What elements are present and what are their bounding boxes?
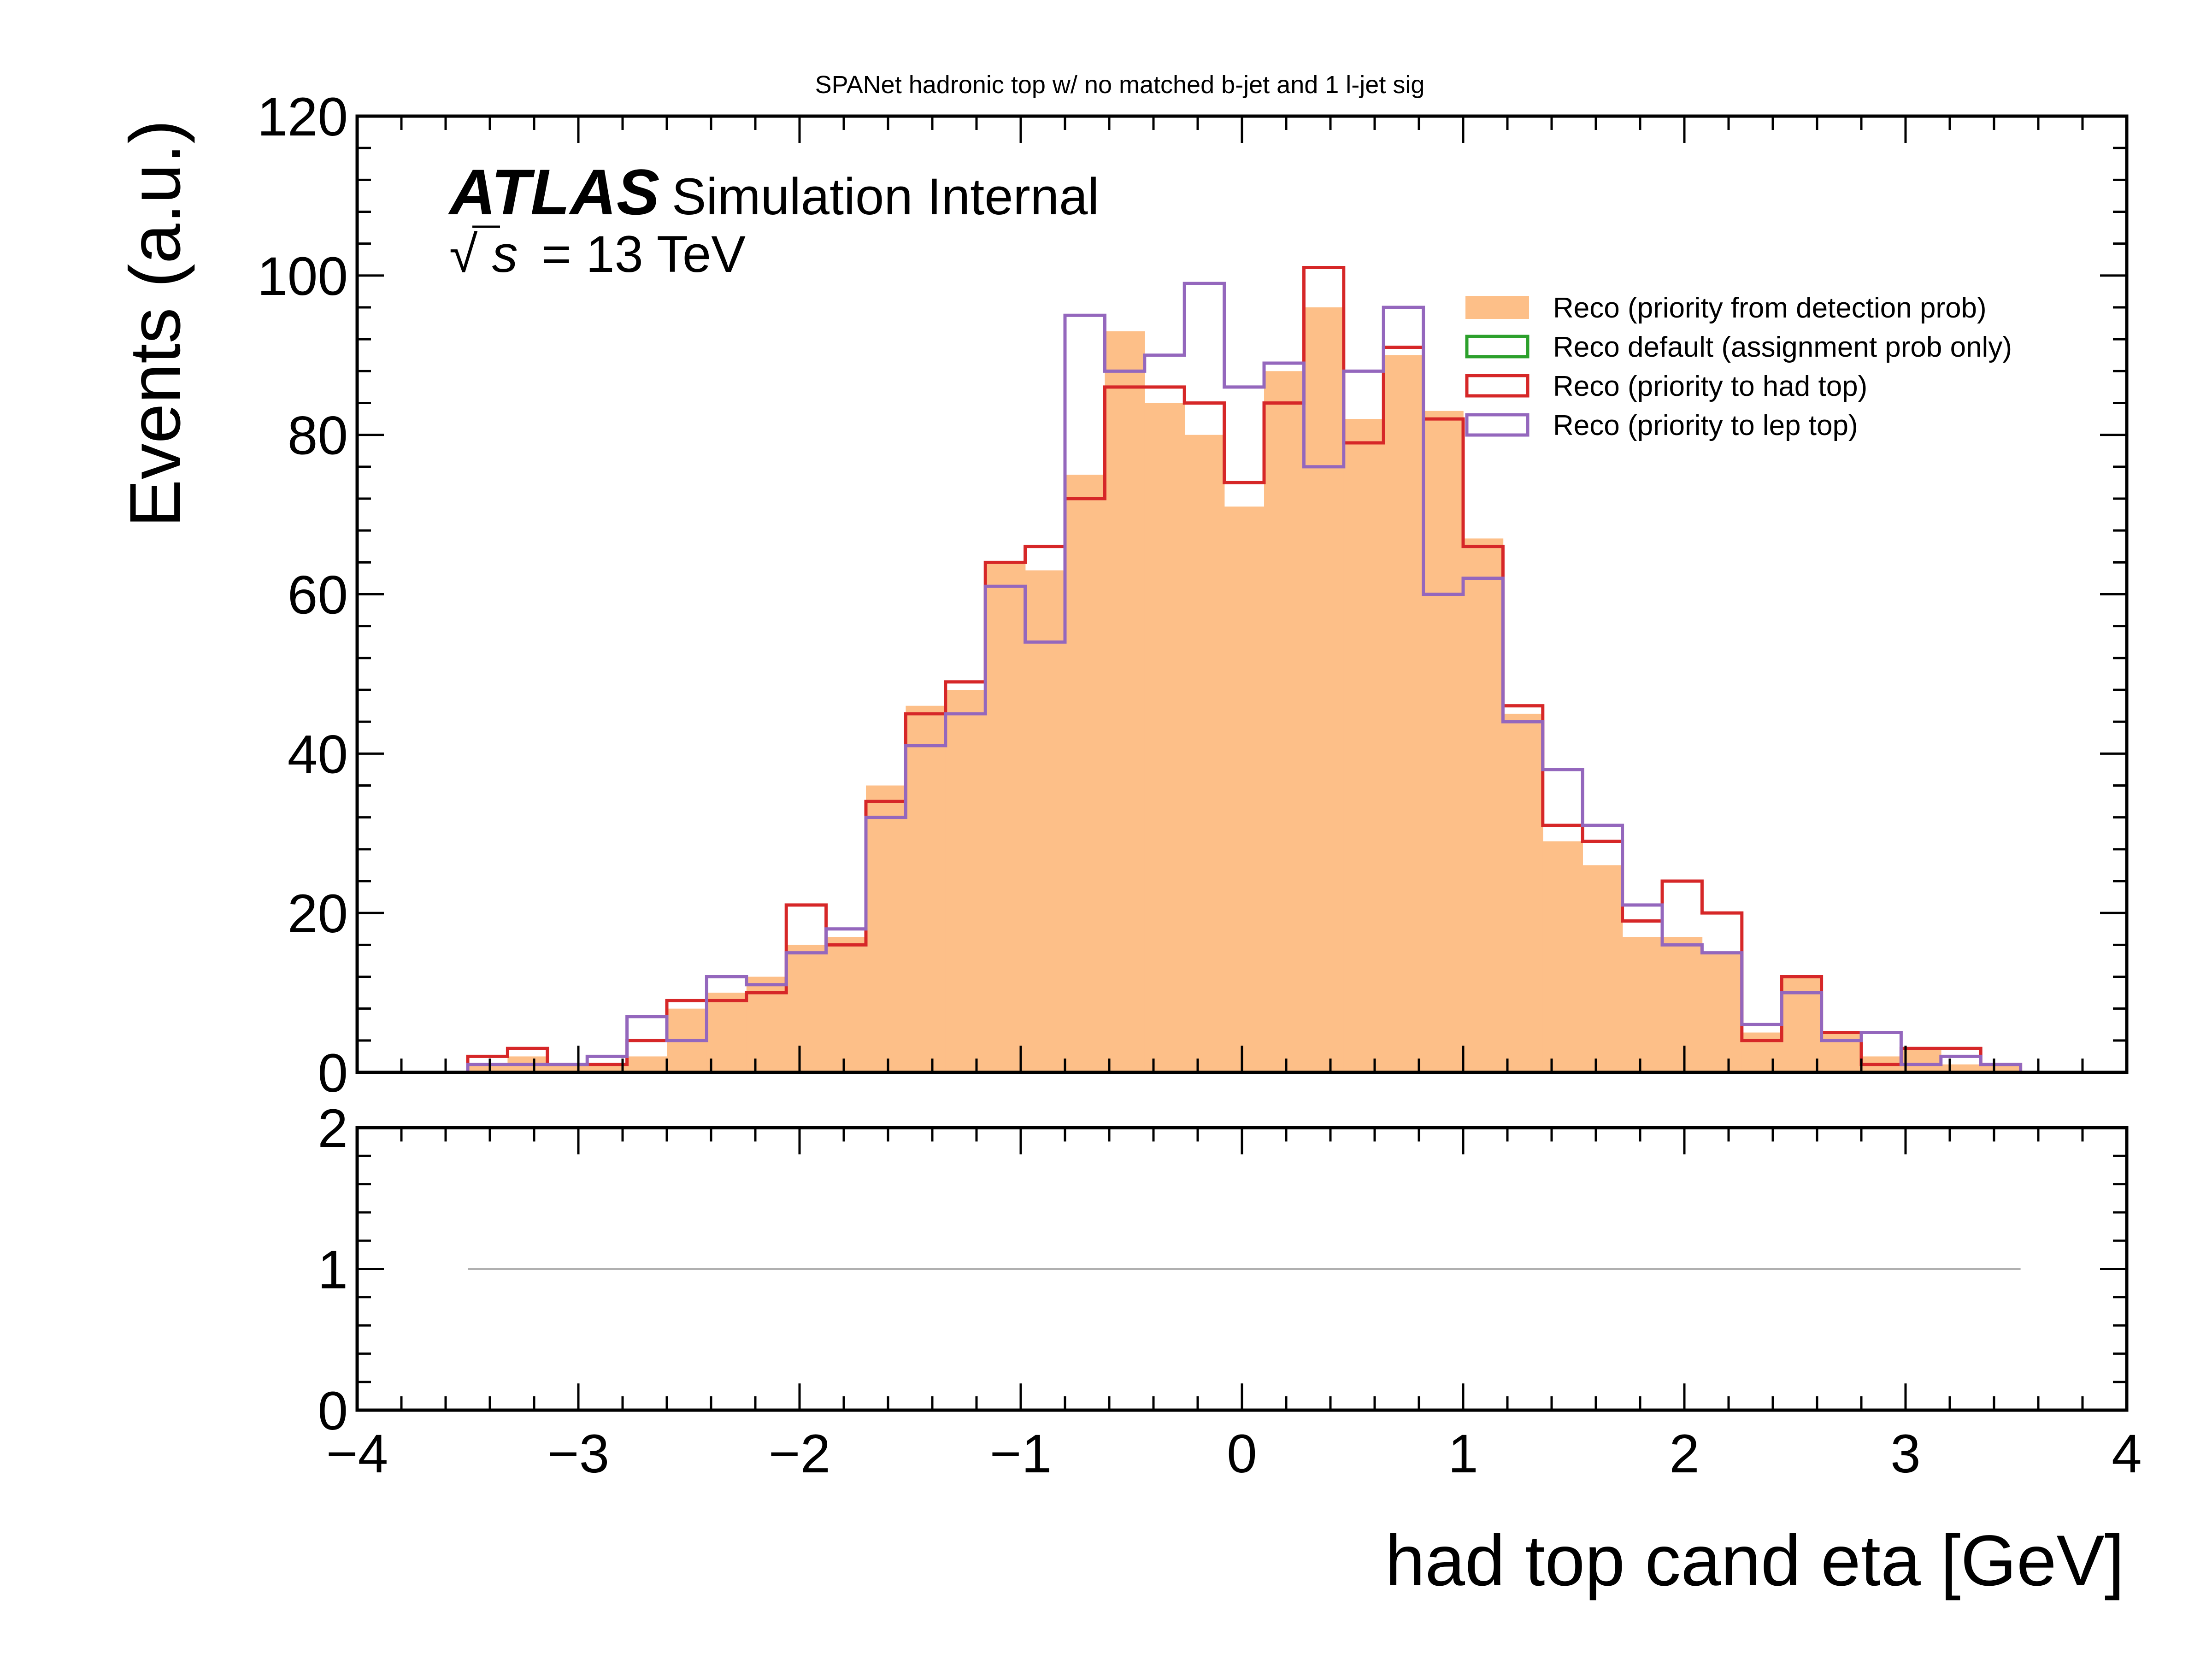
x-tick-label: −2 [769, 1424, 831, 1484]
legend-swatch [1465, 374, 1530, 398]
hist-bar [1383, 355, 1424, 1072]
legend-swatch [1465, 335, 1530, 359]
x-tick-label: 4 [2112, 1424, 2142, 1484]
ratio-y-tick-label: 1 [318, 1240, 348, 1300]
legend-label: Reco (priority from detection prob) [1553, 292, 1987, 324]
energy-value: = 13 TeV [541, 225, 746, 283]
hist-bar [1264, 371, 1305, 1073]
hist-bar [1901, 1048, 1941, 1072]
x-tick-label: 2 [1669, 1424, 1700, 1484]
ratio-y-tick-labels: 0 1 2 [318, 1098, 348, 1441]
hist-bar [1184, 435, 1225, 1072]
x-axis-title: had top cand eta [GeV] [1385, 1521, 2124, 1601]
hist-bar [1025, 570, 1065, 1072]
hist-bar [1981, 1064, 2021, 1072]
ratio-y-tick-label: 0 [318, 1381, 348, 1441]
chart-title: SPANet hadronic top w/ no matched b-jet … [815, 71, 1425, 99]
hist-bar [1583, 865, 1623, 1072]
legend-label: Reco default (assignment prob only) [1553, 331, 2012, 363]
hist-bar [1304, 307, 1344, 1072]
ratio-y-tick-label: 2 [318, 1098, 348, 1159]
hist-bar [1423, 411, 1464, 1072]
y-tick-label: 100 [257, 246, 348, 307]
legend: Reco (priority from detection prob) Reco … [1465, 292, 2012, 441]
hist-bar [985, 562, 1026, 1072]
hist-bar [1542, 841, 1583, 1072]
legend-swatch [1465, 413, 1530, 437]
hist-bar [1065, 475, 1106, 1072]
y-tick-label: 60 [288, 565, 348, 626]
main-plot-frame [355, 114, 2129, 1074]
hist-bar [866, 785, 906, 1072]
hist-bar [1702, 953, 1742, 1072]
y-axis-title: Events (a.u.) [115, 120, 195, 527]
ratio-plot-frame [355, 1126, 2129, 1412]
hist-bar [1224, 506, 1265, 1072]
hist-bar [468, 1064, 508, 1072]
hist-bar [1463, 538, 1504, 1072]
hist-bar [706, 993, 747, 1072]
x-tick-label: −3 [547, 1424, 610, 1484]
energy-label: √ s = 13 TeV [449, 225, 746, 283]
x-tick-label: 3 [1890, 1424, 1921, 1484]
y-tick-label: 80 [288, 406, 348, 466]
hist-bar [1821, 1032, 1862, 1072]
y-tick-label: 0 [318, 1043, 348, 1104]
x-tick-label: 0 [1227, 1424, 1257, 1484]
ratio-panel: 0 1 2 [318, 1098, 2129, 1441]
y-tick-label: 120 [257, 87, 348, 147]
hist-bar [1941, 1064, 1981, 1072]
x-tick-label: 1 [1448, 1424, 1478, 1484]
main-y-tick-labels: 0 20 40 60 80 100 120 [257, 87, 348, 1104]
hist-bar [1622, 937, 1663, 1072]
hist-bar [1662, 937, 1703, 1072]
legend-swatch [1465, 296, 1529, 319]
hist-bar [627, 1056, 667, 1072]
x-tick-label: −1 [990, 1424, 1052, 1484]
hist-bar [1503, 713, 1543, 1072]
series-line-2 [466, 266, 2023, 1072]
hist-bar [826, 937, 866, 1072]
hist-bar [945, 690, 986, 1072]
atlas-simulation-text: Simulation Internal [672, 168, 1100, 225]
energy-symbol: s [492, 225, 518, 283]
hist-bar [786, 945, 827, 1072]
hist-bar [906, 706, 946, 1072]
main-panel: 0 20 40 60 80 100 120 [257, 87, 2129, 1104]
x-tick-labels: −4 −3 −2 −1 0 1 2 3 4 [326, 1424, 2142, 1484]
atlas-label: ATLAS Simulation Internal √ s = 13 TeV [448, 156, 1099, 283]
hist-bar [1105, 331, 1145, 1072]
legend-label: Reco (priority to lep top) [1553, 410, 1858, 441]
y-tick-label: 40 [288, 724, 348, 785]
sqrt-symbol: √ [449, 225, 478, 283]
legend-label: Reco (priority to had top) [1553, 371, 1867, 402]
histogram-marks [466, 266, 2023, 1073]
y-tick-label: 20 [288, 883, 348, 944]
hist-bar [587, 1064, 628, 1072]
atlas-label-line: ATLAS Simulation Internal [448, 156, 1099, 228]
hist-bar [1741, 1032, 1782, 1072]
hist-bar [1144, 403, 1185, 1072]
series-line-3 [466, 282, 2023, 1072]
hist-bar [1343, 419, 1384, 1073]
x-tick-label: −4 [326, 1424, 388, 1484]
atlas-brand: ATLAS [448, 156, 659, 228]
